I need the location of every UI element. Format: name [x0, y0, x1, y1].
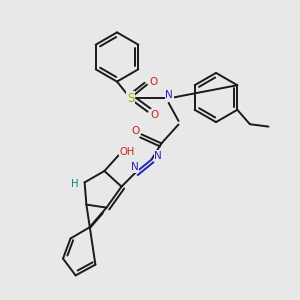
Text: O: O [150, 110, 158, 120]
Text: N: N [165, 90, 173, 100]
Text: O: O [131, 126, 139, 136]
Text: S: S [127, 92, 134, 105]
Text: N: N [154, 151, 162, 161]
Text: OH: OH [119, 147, 134, 157]
Text: H: H [71, 179, 79, 189]
Text: O: O [149, 77, 158, 87]
Text: N: N [131, 162, 139, 172]
